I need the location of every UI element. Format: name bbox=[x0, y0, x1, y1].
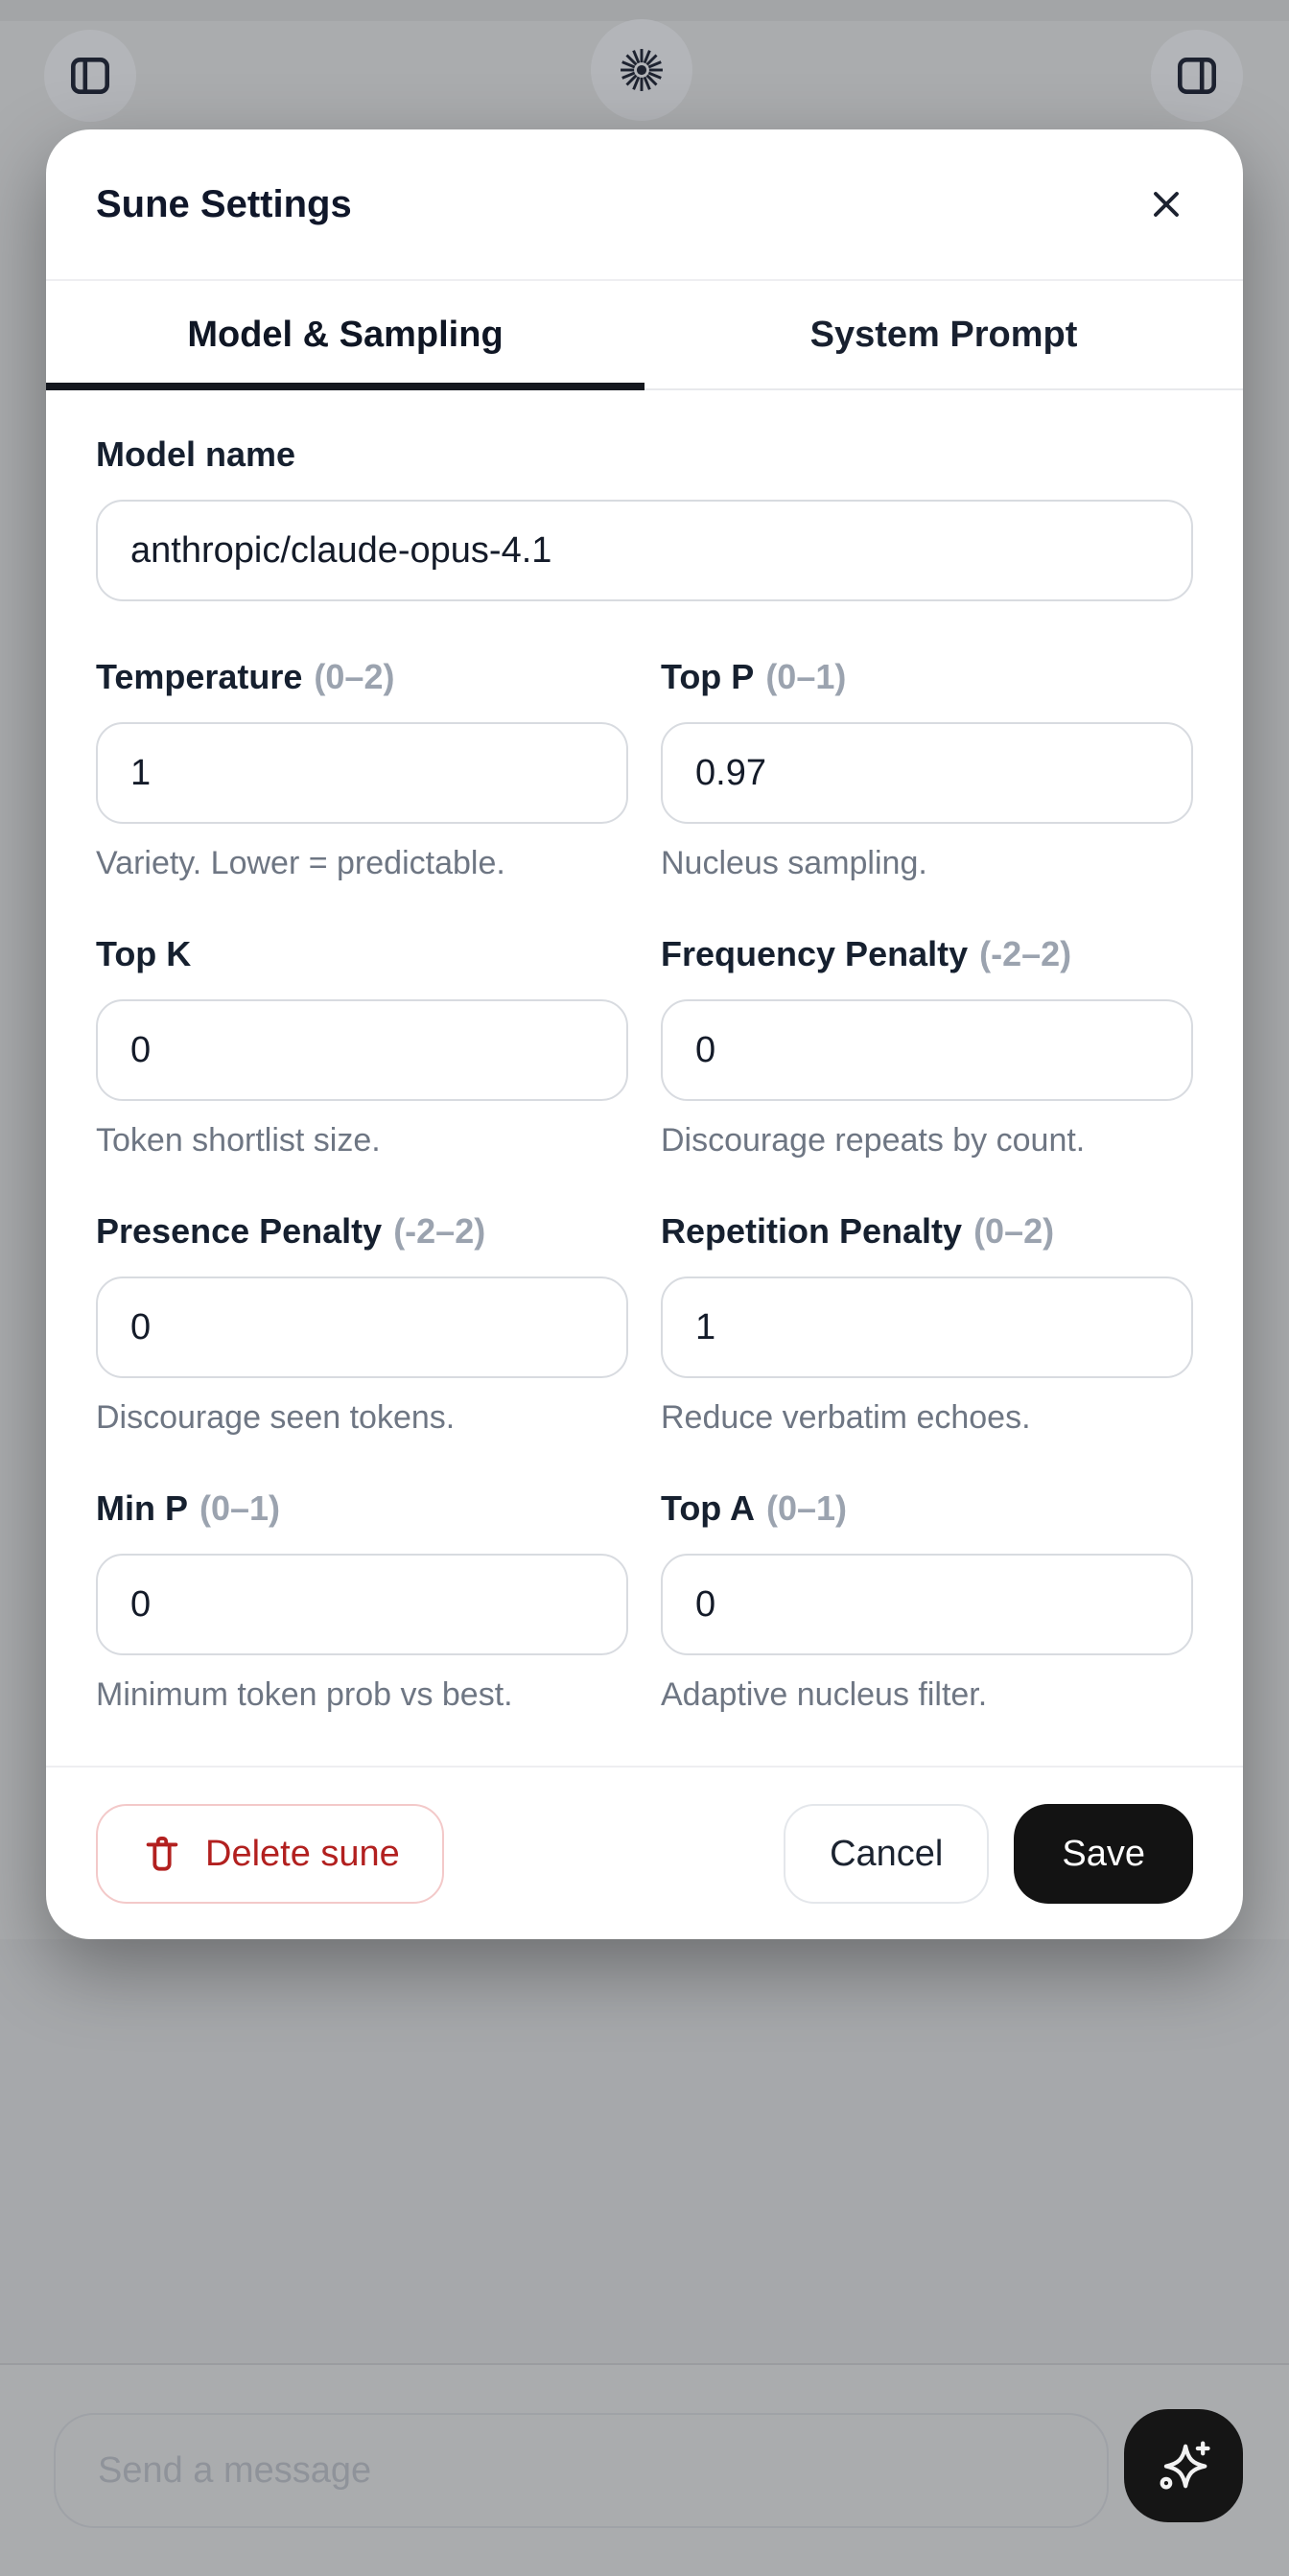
sune-settings-modal: Sune Settings Model & Sampling System Pr… bbox=[46, 129, 1243, 1939]
sampling-grid: Temperature (0–2) Variety. Lower = predic… bbox=[96, 657, 1193, 1766]
label-text: Top K bbox=[96, 934, 192, 973]
field-temperature: Temperature (0–2) Variety. Lower = predic… bbox=[96, 657, 628, 882]
chat-area-dimmed bbox=[0, 1939, 1289, 2365]
sidebar-left-toggle-button[interactable] bbox=[44, 30, 136, 122]
field-model-name: Model name bbox=[96, 434, 1193, 601]
field-label: Frequency Penalty (-2–2) bbox=[661, 934, 1193, 974]
model-name-input[interactable] bbox=[96, 500, 1193, 601]
message-input[interactable] bbox=[54, 2413, 1109, 2528]
min-p-input[interactable] bbox=[96, 1554, 628, 1655]
modal-footer: Delete sune Cancel Save bbox=[46, 1766, 1243, 1940]
label-range: (0–2) bbox=[973, 1211, 1055, 1251]
delete-sune-label: Delete sune bbox=[205, 1833, 400, 1874]
field-helper: Discourage repeats by count. bbox=[661, 1122, 1086, 1159]
presence-penalty-input[interactable] bbox=[96, 1276, 628, 1378]
field-label: Min P (0–1) bbox=[96, 1488, 628, 1529]
sparkle-plus-icon bbox=[1151, 2433, 1216, 2498]
model-name-label: Model name bbox=[96, 434, 296, 474]
field-repetition-penalty: Repetition Penalty(0–2) Reduce verbatim … bbox=[661, 1211, 1193, 1437]
top-k-input[interactable] bbox=[96, 999, 628, 1101]
field-label: Temperature (0–2) bbox=[96, 657, 628, 697]
status-strip bbox=[0, 0, 1289, 21]
label-text: Presence Penalty bbox=[96, 1211, 383, 1251]
top-p-input[interactable] bbox=[661, 722, 1193, 824]
field-top-k: Top K Token shortlist size. bbox=[96, 934, 628, 1159]
modal-content: Model name Temperature (0–2) Variety. Low… bbox=[46, 390, 1243, 1766]
close-button[interactable] bbox=[1139, 177, 1193, 231]
modal-title: Sune Settings bbox=[96, 182, 352, 225]
label-range: (0–1) bbox=[765, 657, 847, 696]
label-text: Frequency Penalty bbox=[661, 934, 969, 973]
starburst-icon bbox=[616, 44, 668, 96]
delete-sune-button[interactable]: Delete sune bbox=[96, 1804, 444, 1904]
label-range: (-2–2) bbox=[393, 1211, 486, 1251]
save-button[interactable]: Save bbox=[1014, 1804, 1193, 1904]
composer-divider bbox=[0, 2363, 1289, 2365]
cancel-button[interactable]: Cancel bbox=[784, 1804, 990, 1904]
frequency-penalty-input[interactable] bbox=[661, 999, 1193, 1101]
field-helper: Variety. Lower = predictable. bbox=[96, 845, 505, 881]
label-range: (-2–2) bbox=[979, 934, 1072, 973]
field-top-a: Top A(0–1) Adaptive nucleus filter. bbox=[661, 1488, 1193, 1714]
field-presence-penalty: Presence Penalty(-2–2) Discourage seen t… bbox=[96, 1211, 628, 1437]
field-helper: Token shortlist size. bbox=[96, 1122, 381, 1159]
field-helper: Nucleus sampling. bbox=[661, 845, 927, 881]
label-text: Top A bbox=[661, 1488, 755, 1528]
label-range: (0–1) bbox=[765, 1488, 848, 1528]
tab-system-prompt[interactable]: System Prompt bbox=[644, 281, 1243, 388]
modal-header: Sune Settings bbox=[46, 129, 1243, 281]
field-label: Top K bbox=[96, 934, 628, 974]
close-icon bbox=[1145, 183, 1187, 225]
field-frequency-penalty: Frequency Penalty (-2–2) Discourage repea… bbox=[661, 934, 1193, 1159]
field-helper: Reduce verbatim echoes. bbox=[661, 1399, 1031, 1436]
repetition-penalty-input[interactable] bbox=[661, 1276, 1193, 1378]
field-label: Top A (0–1) bbox=[661, 1488, 1193, 1529]
top-a-input[interactable] bbox=[661, 1554, 1193, 1655]
label-range: (0–1) bbox=[199, 1488, 281, 1528]
temperature-input[interactable] bbox=[96, 722, 628, 824]
field-label: Top P (0–1) bbox=[661, 657, 1193, 697]
new-message-button[interactable] bbox=[1124, 2409, 1243, 2522]
label-text: Temperature bbox=[96, 657, 303, 696]
label-text: Top P bbox=[661, 657, 755, 696]
panel-left-icon bbox=[66, 52, 114, 100]
field-min-p: Min P (0–1) Minimum token prob vs best. bbox=[96, 1488, 628, 1714]
field-helper: Discourage seen tokens. bbox=[96, 1399, 456, 1436]
field-label: Presence Penalty (-2–2) bbox=[96, 1211, 628, 1252]
trash-icon bbox=[140, 1832, 184, 1876]
panel-right-icon bbox=[1173, 52, 1221, 100]
app-logo-button[interactable] bbox=[591, 19, 692, 121]
label-text: Repetition Penalty bbox=[661, 1211, 963, 1251]
sidebar-right-toggle-button[interactable] bbox=[1151, 30, 1243, 122]
tab-model-sampling[interactable]: Model & Sampling bbox=[46, 281, 644, 390]
label-text: Min P bbox=[96, 1488, 188, 1528]
field-helper: Minimum token prob vs best. bbox=[96, 1676, 513, 1713]
field-label: Repetition Penalty (0–2) bbox=[661, 1211, 1193, 1252]
field-helper: Adaptive nucleus filter. bbox=[661, 1676, 988, 1713]
field-top-p: Top P (0–1) Nucleus sampling. bbox=[661, 657, 1193, 882]
label-range: (0–2) bbox=[314, 657, 395, 696]
tab-bar: Model & Sampling System Prompt bbox=[46, 281, 1243, 390]
